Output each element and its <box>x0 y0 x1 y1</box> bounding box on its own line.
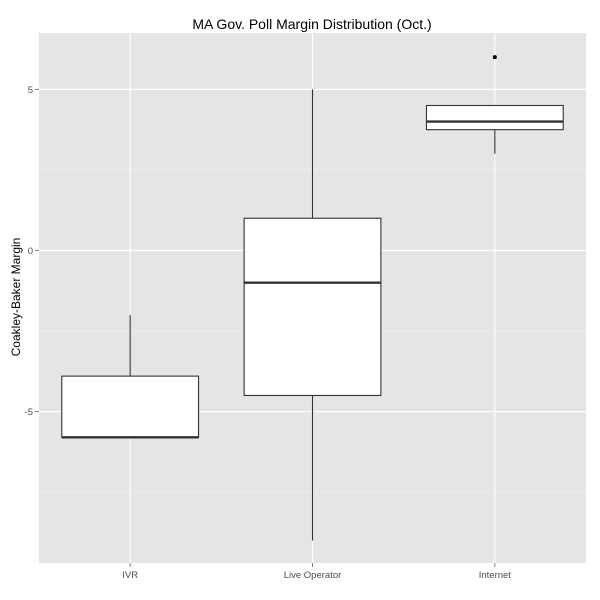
x-tick-label: IVR <box>122 570 138 581</box>
axis-ticks: -5 0 5 IVR Live Operator Internet <box>25 85 512 581</box>
y-axis-label: Coakley-Baker Margin <box>9 238 23 357</box>
y-tick-label: 5 <box>28 85 33 96</box>
box-ivr <box>61 314 200 439</box>
y-tick-label: -5 <box>25 407 33 418</box>
x-tick-label: Live Operator <box>284 570 342 581</box>
chart-title: MA Gov. Poll Margin Distribution (Oct.) <box>192 16 431 32</box>
box-live-operator <box>243 89 382 541</box>
boxes <box>61 55 564 541</box>
box-iqr <box>61 375 200 438</box>
outlier-point <box>492 55 497 60</box>
y-tick-label: 0 <box>28 246 33 257</box>
x-tick-label: Internet <box>479 570 512 581</box>
box-iqr <box>425 104 564 131</box>
box-iqr <box>243 217 382 397</box>
box-internet <box>425 55 564 154</box>
